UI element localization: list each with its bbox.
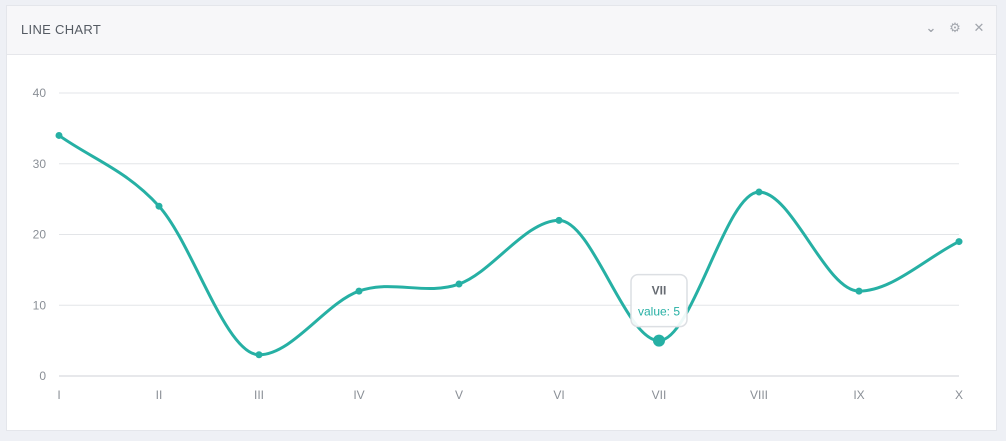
data-point[interactable] bbox=[55, 131, 63, 139]
y-tick-label: 0 bbox=[39, 369, 46, 383]
chart-panel: LINE CHART ⌄ ⚙ ✕ bbox=[6, 5, 997, 431]
tooltip: VII value: 5 bbox=[630, 273, 688, 328]
x-tick-label: I bbox=[57, 388, 60, 402]
x-tick-label: VII bbox=[652, 388, 667, 402]
data-point[interactable] bbox=[653, 334, 665, 347]
x-tick-label: III bbox=[254, 388, 264, 402]
data-point[interactable] bbox=[255, 351, 263, 359]
data-point[interactable] bbox=[855, 287, 863, 295]
y-tick-label: 20 bbox=[33, 228, 47, 242]
y-tick-label: 30 bbox=[33, 157, 47, 171]
gear-icon[interactable]: ⚙ bbox=[949, 21, 961, 36]
panel-tools: ⌄ ⚙ ✕ bbox=[924, 21, 986, 37]
data-points bbox=[55, 131, 963, 359]
x-tick-label: X bbox=[955, 388, 963, 402]
x-tick-label: VI bbox=[553, 388, 564, 402]
tooltip-box bbox=[630, 273, 688, 328]
series-line bbox=[57, 133, 961, 357]
data-point[interactable] bbox=[555, 216, 563, 224]
grid-lines bbox=[59, 92, 959, 377]
x-tick-label: V bbox=[455, 388, 463, 402]
x-tick-label: II bbox=[156, 388, 163, 402]
x-axis-ticks: I II III IV V VI VII VIII IX X bbox=[57, 388, 963, 402]
data-point[interactable] bbox=[755, 188, 763, 196]
data-point[interactable] bbox=[355, 287, 363, 295]
panel-header: LINE CHART ⌄ ⚙ ✕ bbox=[7, 6, 996, 55]
data-point[interactable] bbox=[455, 280, 463, 288]
y-axis-ticks: 0 10 20 30 40 bbox=[33, 86, 47, 383]
chevron-down-icon[interactable]: ⌄ bbox=[925, 21, 937, 36]
y-tick-label: 40 bbox=[33, 86, 47, 100]
data-point[interactable] bbox=[955, 238, 963, 246]
y-tick-label: 10 bbox=[33, 298, 47, 312]
tooltip-title: VII bbox=[652, 284, 667, 298]
panel-title: LINE CHART bbox=[21, 22, 102, 37]
x-tick-label: IX bbox=[853, 388, 864, 402]
tooltip-value: value: 5 bbox=[638, 305, 680, 319]
x-tick-label: VIII bbox=[750, 388, 768, 402]
x-tick-label: IV bbox=[353, 388, 364, 402]
close-icon[interactable]: ✕ bbox=[973, 21, 985, 36]
data-point[interactable] bbox=[155, 202, 163, 210]
